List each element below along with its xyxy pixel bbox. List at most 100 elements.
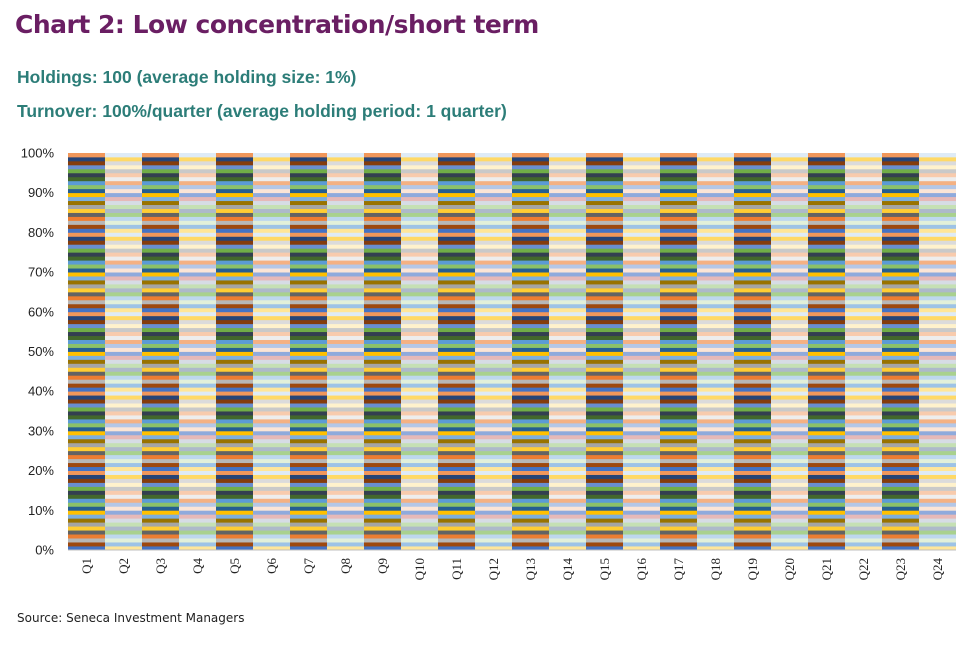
segment-q3-90 — [142, 192, 179, 198]
segment-q1-32 — [68, 422, 105, 428]
segment-q21-81 — [808, 228, 845, 233]
segment-q16-20 — [623, 470, 660, 475]
segment-q23-92 — [882, 184, 919, 190]
segment-q8-11 — [327, 506, 364, 511]
segment-q8-94 — [327, 176, 364, 182]
segment-q10-26 — [401, 446, 438, 452]
segment-q1-63 — [68, 299, 105, 305]
segment-q17-37 — [660, 403, 697, 408]
segment-q2-90 — [105, 192, 142, 198]
segment-q7-100 — [290, 153, 327, 158]
segment-q4-95 — [179, 172, 216, 178]
segment-q2-100 — [105, 153, 142, 158]
segment-q14-49 — [549, 355, 586, 360]
segment-q19-61 — [734, 307, 771, 313]
segment-q1-2 — [68, 542, 105, 547]
segment-q22-67 — [845, 284, 882, 289]
segment-q2-59 — [105, 315, 142, 321]
segment-q7-67 — [290, 284, 327, 289]
segment-q10-99 — [401, 156, 438, 162]
segment-q18-20 — [697, 470, 734, 475]
segment-q5-77 — [216, 244, 253, 249]
segment-q24-10 — [919, 510, 956, 515]
segment-q17-21 — [660, 466, 697, 471]
segment-q16-46 — [623, 367, 660, 372]
segment-q12-83 — [475, 220, 512, 225]
segment-q19-89 — [734, 196, 771, 202]
segment-q8-16 — [327, 486, 364, 491]
segment-q3-12 — [142, 502, 179, 507]
segment-q13-99 — [512, 156, 549, 162]
segment-q8-22 — [327, 462, 364, 468]
segment-q19-83 — [734, 220, 771, 225]
segment-q13-38 — [512, 399, 549, 404]
segment-q1-97 — [68, 164, 105, 170]
segment-q24-88 — [919, 200, 956, 206]
segment-q24-46 — [919, 367, 956, 372]
segment-q23-15 — [882, 490, 919, 495]
segment-q4-34 — [179, 415, 216, 420]
segment-q18-85 — [697, 212, 734, 217]
segment-q16-23 — [623, 458, 660, 464]
segment-q17-31 — [660, 426, 697, 432]
segment-q4-68 — [179, 280, 216, 285]
segment-q17-17 — [660, 482, 697, 487]
segment-q20-5 — [771, 530, 808, 535]
segment-q22-21 — [845, 466, 882, 471]
segment-q23-17 — [882, 482, 919, 487]
segment-q3-48 — [142, 359, 179, 364]
segment-q15-77 — [586, 244, 623, 249]
segment-q8-67 — [327, 284, 364, 289]
segment-q12-47 — [475, 363, 512, 368]
segment-q24-18 — [919, 478, 956, 483]
segment-q15-15 — [586, 490, 623, 495]
segment-q11-16 — [438, 486, 475, 491]
segment-q6-42 — [253, 383, 290, 388]
segment-q10-58 — [401, 319, 438, 325]
segment-q19-71 — [734, 268, 771, 273]
segment-q20-29 — [771, 434, 808, 440]
segment-q4-15 — [179, 490, 216, 495]
segment-q5-90 — [216, 192, 253, 198]
segment-q18-50 — [697, 351, 734, 356]
segment-q13-15 — [512, 490, 549, 495]
segment-q20-33 — [771, 418, 808, 424]
segment-q7-32 — [290, 422, 327, 428]
segment-q17-60 — [660, 311, 697, 317]
segment-q2-65 — [105, 291, 142, 297]
segment-q3-29 — [142, 434, 179, 440]
segment-q9-90 — [364, 192, 401, 198]
segment-q18-74 — [697, 256, 734, 261]
segment-q13-49 — [512, 355, 549, 360]
segment-q19-41 — [734, 387, 771, 392]
segment-q8-37 — [327, 403, 364, 408]
segment-q7-34 — [290, 415, 327, 420]
segment-q24-83 — [919, 220, 956, 225]
segment-q24-90 — [919, 192, 956, 198]
segment-q5-47 — [216, 363, 253, 368]
segment-q5-44 — [216, 375, 253, 380]
segment-q7-35 — [290, 411, 327, 416]
segment-q15-52 — [586, 343, 623, 348]
segment-q1-45 — [68, 371, 105, 376]
segment-q23-59 — [882, 315, 919, 321]
segment-q14-20 — [549, 470, 586, 475]
segment-q23-53 — [882, 339, 919, 344]
segment-q14-54 — [549, 335, 586, 340]
segment-q3-7 — [142, 522, 179, 527]
segment-q7-92 — [290, 184, 327, 190]
segment-q15-45 — [586, 371, 623, 376]
segment-q15-84 — [586, 216, 623, 221]
segment-q2-80 — [105, 232, 142, 237]
segment-q10-32 — [401, 422, 438, 428]
segment-q19-29 — [734, 434, 771, 440]
segment-q13-7 — [512, 522, 549, 527]
segment-q12-52 — [475, 343, 512, 348]
segment-q16-43 — [623, 379, 660, 384]
segment-q4-83 — [179, 220, 216, 225]
bar-q2 — [105, 153, 142, 551]
segment-q12-1 — [475, 546, 512, 551]
segment-q8-48 — [327, 359, 364, 364]
segment-q1-52 — [68, 343, 105, 348]
segment-q21-66 — [808, 287, 845, 293]
